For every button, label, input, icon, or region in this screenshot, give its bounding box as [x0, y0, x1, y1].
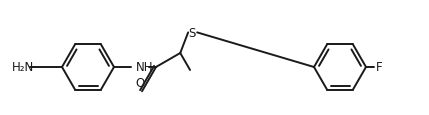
Text: S: S	[188, 27, 196, 40]
Text: H₂N: H₂N	[12, 61, 34, 74]
Text: NH: NH	[136, 61, 154, 74]
Text: O: O	[136, 77, 145, 89]
Text: F: F	[376, 61, 383, 74]
